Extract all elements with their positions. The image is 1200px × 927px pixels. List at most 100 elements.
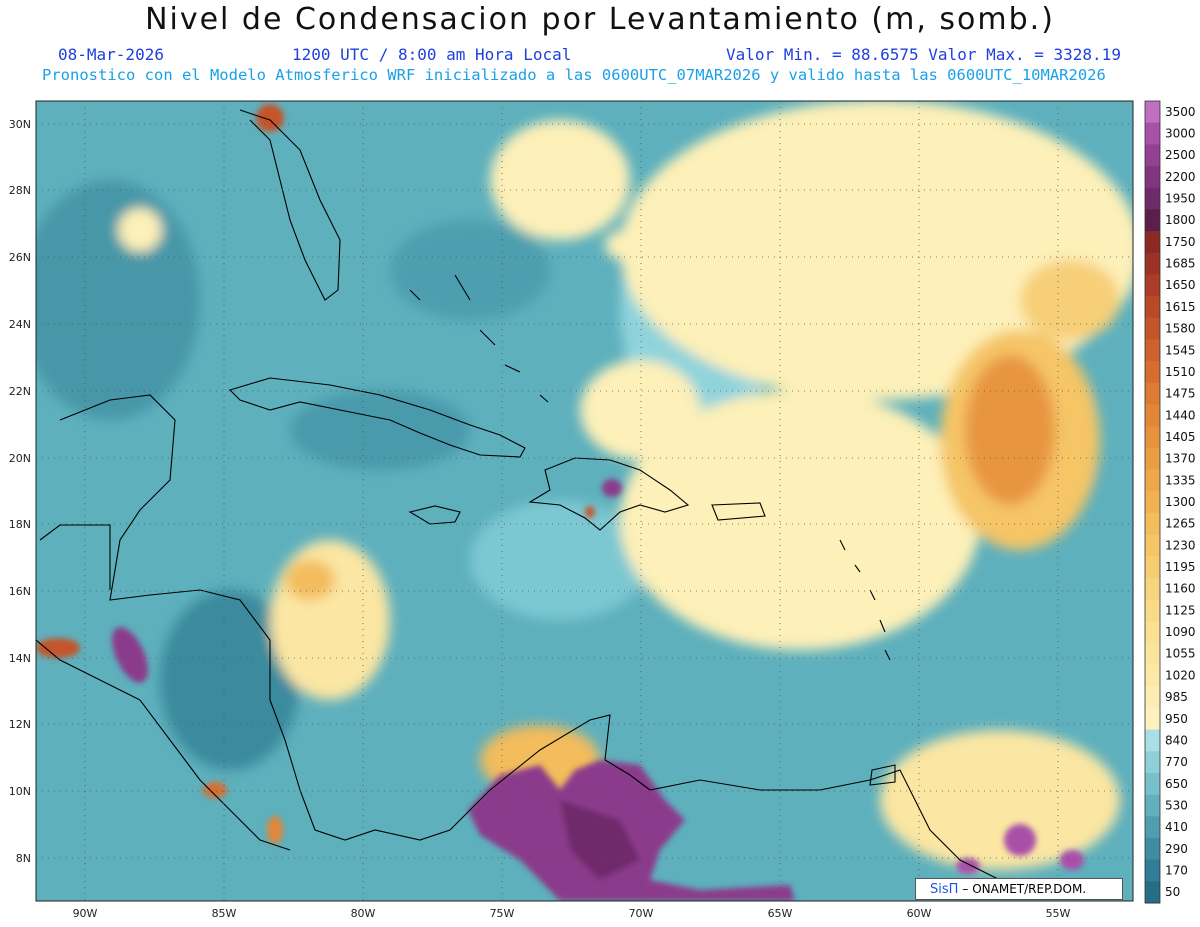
lon-tick-label: 60W xyxy=(907,907,932,920)
colorbar-swatch xyxy=(1145,577,1160,601)
colorbar-swatch xyxy=(1145,296,1160,319)
colorbar-swatch xyxy=(1145,686,1160,709)
colorbar-swatch xyxy=(1145,534,1160,557)
colorbar-label: 950 xyxy=(1165,712,1188,726)
colorbar-swatch xyxy=(1145,426,1160,449)
map-title: Nivel de Condensacion por Levantamiento … xyxy=(145,2,1055,37)
colorbar-swatch xyxy=(1145,729,1160,752)
credit-text: – ONAMET/REP.DOM. xyxy=(962,882,1087,896)
colorbar-label: 3500 xyxy=(1165,105,1196,119)
colorbar-label: 985 xyxy=(1165,690,1188,704)
lat-tick-label: 10N xyxy=(9,785,31,798)
colorbar-swatch xyxy=(1145,166,1160,189)
colorbar-label: 1125 xyxy=(1165,603,1196,617)
colorbar-label: 1475 xyxy=(1165,387,1196,401)
colorbar-label: 1615 xyxy=(1165,300,1196,314)
min-max-values: Valor Min. = 88.6575 Valor Max. = 3328.1… xyxy=(726,45,1121,64)
colorbar: 3500 3000 2500 2200 1950 1800 1750 1685 1650 1615… xyxy=(1144,100,1196,904)
colorbar-swatch xyxy=(1145,274,1160,297)
lat-tick-label: 8N xyxy=(16,852,31,865)
colorbar-label: 1685 xyxy=(1165,257,1196,271)
lat-tick-label: 30N xyxy=(9,118,31,131)
colorbar-label: 1335 xyxy=(1165,473,1196,487)
colorbar-swatch xyxy=(1145,621,1160,644)
colorbar-swatch xyxy=(1145,881,1160,904)
lon-tick-label: 85W xyxy=(212,907,237,920)
colorbar-label: 2500 xyxy=(1165,148,1196,162)
colorbar-swatch xyxy=(1145,642,1160,666)
lat-tick-label: 24N xyxy=(9,318,31,331)
lon-tick-label: 90W xyxy=(73,907,98,920)
colorbar-label: 1800 xyxy=(1165,213,1196,227)
colorbar-swatch xyxy=(1145,144,1160,167)
credit-box: SisΠ – ONAMET/REP.DOM. xyxy=(915,878,1123,900)
colorbar-swatch xyxy=(1145,794,1160,817)
colorbar-swatch xyxy=(1145,664,1160,687)
colorbar-label: 770 xyxy=(1165,755,1188,769)
colorbar-swatch xyxy=(1145,187,1160,210)
colorbar-swatch xyxy=(1145,707,1160,731)
colorbar-label: 1545 xyxy=(1165,343,1196,357)
colorbar-label: 1370 xyxy=(1165,452,1196,466)
colorbar-swatch xyxy=(1145,751,1160,774)
colorbar-swatch xyxy=(1145,382,1160,405)
colorbar-label: 50 xyxy=(1165,885,1180,899)
colorbar-label: 1055 xyxy=(1165,647,1196,661)
lat-tick-label: 16N xyxy=(9,585,31,598)
coastlines xyxy=(36,109,1001,881)
colorbar-swatch xyxy=(1145,491,1160,514)
forecast-date: 08-Mar-2026 xyxy=(58,45,164,64)
colorbar-label: 3000 xyxy=(1165,127,1196,141)
forecast-time: 1200 UTC / 8:00 am Hora Local xyxy=(292,45,572,64)
colorbar-label: 1405 xyxy=(1165,430,1196,444)
colorbar-swatch xyxy=(1145,599,1160,622)
colorbar-swatch xyxy=(1145,339,1160,362)
colorbar-label: 530 xyxy=(1165,798,1188,812)
colorbar-label: 650 xyxy=(1165,777,1188,791)
colorbar-label: 1020 xyxy=(1165,668,1196,682)
forecast-subtitle: Pronostico con el Modelo Atmosferico WRF… xyxy=(42,66,1106,84)
latitude-axis: 30N 28N 26N 24N 22N 20N 18N 16N 14N 12N … xyxy=(9,118,31,865)
lon-tick-label: 75W xyxy=(490,907,515,920)
colorbar-label: 840 xyxy=(1165,733,1188,747)
colorbar-label: 1950 xyxy=(1165,192,1196,206)
lat-tick-label: 20N xyxy=(9,452,31,465)
colorbar-swatch xyxy=(1145,447,1160,470)
colorbar-swatch xyxy=(1145,252,1160,275)
colorbar-swatch xyxy=(1145,317,1160,340)
lat-tick-label: 12N xyxy=(9,718,31,731)
colorbar-label: 1195 xyxy=(1165,560,1196,574)
lat-tick-label: 18N xyxy=(9,518,31,531)
colorbar-label: 290 xyxy=(1165,842,1188,856)
colorbar-swatch xyxy=(1145,816,1160,839)
sispi-logo: SisΠ xyxy=(930,881,959,897)
colorbar-swatch xyxy=(1145,859,1160,882)
colorbar-label: 170 xyxy=(1165,863,1188,877)
colorbar-swatch xyxy=(1145,404,1160,427)
colorbar-swatch xyxy=(1145,101,1160,124)
colorbar-swatch xyxy=(1145,512,1160,536)
lat-tick-label: 22N xyxy=(9,385,31,398)
colorbar-label: 1510 xyxy=(1165,365,1196,379)
longitude-axis: 90W 85W 80W 75W 70W 65W 60W 55W xyxy=(73,907,1071,920)
colorbar-label: 1230 xyxy=(1165,538,1196,552)
colorbar-swatch xyxy=(1145,209,1160,232)
lon-tick-label: 65W xyxy=(768,907,793,920)
lat-tick-label: 26N xyxy=(9,251,31,264)
colorbar-swatch xyxy=(1145,361,1160,384)
colorbar-swatch xyxy=(1145,231,1160,254)
lat-tick-label: 14N xyxy=(9,652,31,665)
colorbar-swatch xyxy=(1145,556,1160,579)
colorbar-label: 2200 xyxy=(1165,170,1196,184)
colorbar-swatch xyxy=(1145,122,1160,145)
colorbar-label: 1440 xyxy=(1165,408,1196,422)
colorbar-label: 1160 xyxy=(1165,582,1196,596)
colorbar-label: 1750 xyxy=(1165,235,1196,249)
colorbar-swatch xyxy=(1145,837,1160,861)
lon-tick-label: 80W xyxy=(351,907,376,920)
colorbar-label: 1580 xyxy=(1165,322,1196,336)
colorbar-label: 1650 xyxy=(1165,278,1196,292)
colorbar-label: 1090 xyxy=(1165,625,1196,639)
colorbar-label: 1300 xyxy=(1165,495,1196,509)
